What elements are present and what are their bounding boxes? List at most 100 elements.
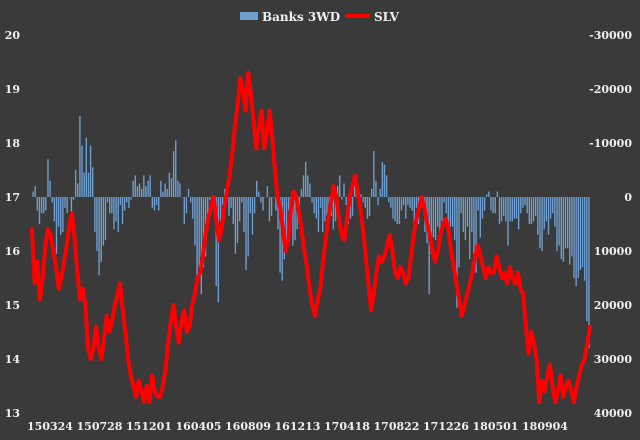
- slv-line: [30, 70, 592, 405]
- bar: [85, 137, 87, 197]
- bar: [45, 197, 47, 211]
- bar: [539, 197, 541, 249]
- bar: [136, 186, 139, 197]
- left-tick-label: 13: [5, 407, 20, 420]
- bar: [79, 116, 81, 197]
- bar: [119, 197, 122, 206]
- x-tick-label: 160405: [176, 420, 222, 433]
- x-tick-label: 170418: [324, 420, 370, 433]
- bar: [579, 197, 582, 270]
- bar: [68, 197, 70, 198]
- right-tick-label: 10000: [594, 245, 633, 258]
- bar: [511, 197, 513, 222]
- bar: [145, 186, 147, 197]
- bar: [560, 197, 562, 260]
- left-y-axis: 13 14 15 16 17 18 19 20: [5, 29, 21, 420]
- legend: Banks 3WD SLV: [240, 10, 400, 24]
- bar: [232, 197, 234, 224]
- bar: [505, 197, 507, 222]
- bar: [262, 197, 264, 211]
- bar: [164, 183, 166, 197]
- bar: [43, 197, 45, 214]
- bar: [89, 145, 92, 197]
- bar: [34, 186, 36, 197]
- bar: [566, 197, 569, 249]
- right-tick-label: -30000: [589, 29, 632, 42]
- bar: [449, 197, 452, 227]
- bar: [198, 197, 200, 268]
- bar: [311, 197, 313, 203]
- bar: [498, 197, 501, 224]
- bar: [74, 170, 77, 197]
- bar: [234, 197, 237, 254]
- left-tick-label: 14: [5, 353, 21, 366]
- bar: [270, 197, 273, 216]
- bar: [392, 197, 394, 219]
- bar: [126, 197, 128, 203]
- bar: [564, 197, 567, 249]
- bar: [385, 175, 388, 197]
- bar: [158, 197, 160, 211]
- bar: [134, 175, 136, 197]
- bar: [454, 197, 456, 241]
- bar: [468, 197, 471, 260]
- bar: [266, 186, 269, 197]
- bar: [292, 197, 294, 246]
- bar: [413, 197, 415, 238]
- bar: [500, 197, 503, 222]
- bar: [390, 197, 392, 208]
- bar: [407, 197, 409, 206]
- bar: [72, 197, 75, 200]
- bar: [87, 172, 90, 197]
- bar: [581, 197, 584, 268]
- bar: [32, 191, 34, 197]
- bar: [483, 197, 486, 211]
- bar: [149, 175, 151, 197]
- bar: [343, 183, 345, 197]
- bar: [64, 197, 66, 208]
- bar: [121, 197, 124, 224]
- bar: [402, 197, 405, 206]
- x-tick-label: 171226: [423, 420, 469, 433]
- bar: [128, 197, 130, 208]
- bar: [81, 145, 83, 197]
- bar: [524, 197, 526, 206]
- bar: [70, 197, 73, 216]
- bar: [117, 197, 119, 233]
- bar: [445, 197, 447, 214]
- bar: [62, 197, 64, 233]
- bar: [247, 197, 249, 257]
- bar: [549, 197, 552, 219]
- bar: [106, 197, 109, 203]
- bar: [573, 197, 575, 278]
- bar: [94, 197, 96, 233]
- bar: [217, 197, 220, 303]
- left-tick-label: 19: [5, 83, 20, 96]
- x-tick-label: 170822: [374, 420, 420, 433]
- bar: [253, 197, 256, 214]
- bar: [230, 197, 232, 208]
- bar: [77, 183, 79, 197]
- bar: [300, 188, 303, 197]
- bar: [183, 197, 185, 224]
- bar-series-banks-3wd: [32, 116, 590, 349]
- bar: [488, 191, 490, 197]
- bar: [456, 197, 458, 308]
- bar: [353, 186, 356, 197]
- bar: [515, 197, 518, 219]
- bar: [588, 197, 590, 349]
- bar: [147, 180, 149, 197]
- bar: [509, 197, 511, 222]
- x-tick-label: 180501: [473, 420, 519, 433]
- left-tick-label: 15: [5, 299, 20, 312]
- bar: [486, 194, 488, 197]
- bar: [477, 197, 479, 211]
- bar: [166, 188, 168, 197]
- bar: [492, 197, 494, 214]
- right-tick-label: 40000: [594, 407, 633, 420]
- x-tick-label: 150324: [27, 420, 73, 433]
- bar: [258, 191, 260, 197]
- bar: [428, 197, 430, 295]
- left-tick-label: 17: [5, 191, 20, 204]
